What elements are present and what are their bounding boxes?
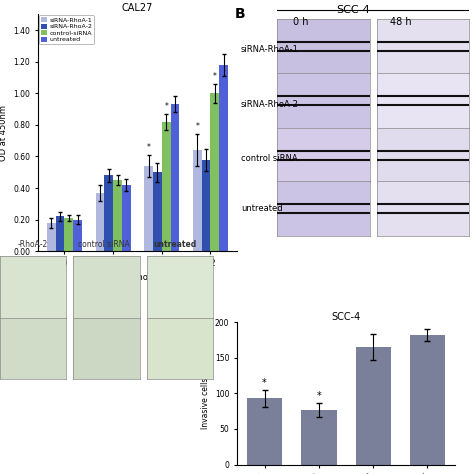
Y-axis label: Invasive cells/field: Invasive cells/field	[201, 358, 210, 429]
Bar	[247, 398, 282, 465]
X-axis label: Time (hours): Time (hours)	[111, 273, 164, 283]
Bar	[122, 185, 131, 251]
Text: *: *	[213, 72, 217, 81]
Text: untreated: untreated	[241, 204, 283, 213]
Bar	[301, 410, 337, 465]
Text: SCC-4: SCC-4	[336, 5, 370, 15]
Text: control siRNA: control siRNA	[241, 155, 297, 163]
Bar	[64, 218, 73, 251]
Text: siRNA-RhoA-2: siRNA-RhoA-2	[241, 100, 299, 109]
Title: CAL27: CAL27	[122, 3, 153, 13]
Bar	[47, 223, 56, 251]
Text: *: *	[317, 391, 321, 401]
Bar	[56, 217, 64, 251]
Text: B: B	[235, 7, 245, 21]
Text: 0 h: 0 h	[293, 17, 309, 27]
Bar	[104, 175, 113, 251]
Text: *: *	[195, 122, 199, 131]
Text: untreated: untreated	[154, 240, 197, 249]
Text: *: *	[147, 143, 151, 152]
Text: siRNA-RhoA-1: siRNA-RhoA-1	[241, 46, 299, 54]
Text: -RhoA-2: -RhoA-2	[18, 240, 48, 249]
Bar	[193, 150, 201, 251]
Text: control siRNA: control siRNA	[78, 240, 130, 249]
Bar	[113, 180, 122, 251]
Text: 48 h: 48 h	[390, 17, 411, 27]
Bar	[410, 335, 445, 465]
Bar	[201, 160, 210, 251]
Bar	[96, 193, 104, 251]
Bar	[219, 65, 228, 251]
Legend: siRNA-RhoA-1, siRNA-RhoA-2, control-siRNA, untreated: siRNA-RhoA-1, siRNA-RhoA-2, control-siRN…	[39, 16, 94, 44]
Bar	[144, 166, 153, 251]
Bar	[73, 219, 82, 251]
Y-axis label: OD at 450nm: OD at 450nm	[0, 105, 8, 161]
Bar	[171, 104, 179, 251]
Text: *: *	[262, 378, 267, 388]
Bar	[210, 93, 219, 251]
Title: SCC-4: SCC-4	[331, 311, 361, 321]
Bar	[162, 122, 171, 251]
Text: *: *	[164, 101, 168, 110]
Bar	[356, 347, 391, 465]
Bar	[153, 172, 162, 251]
